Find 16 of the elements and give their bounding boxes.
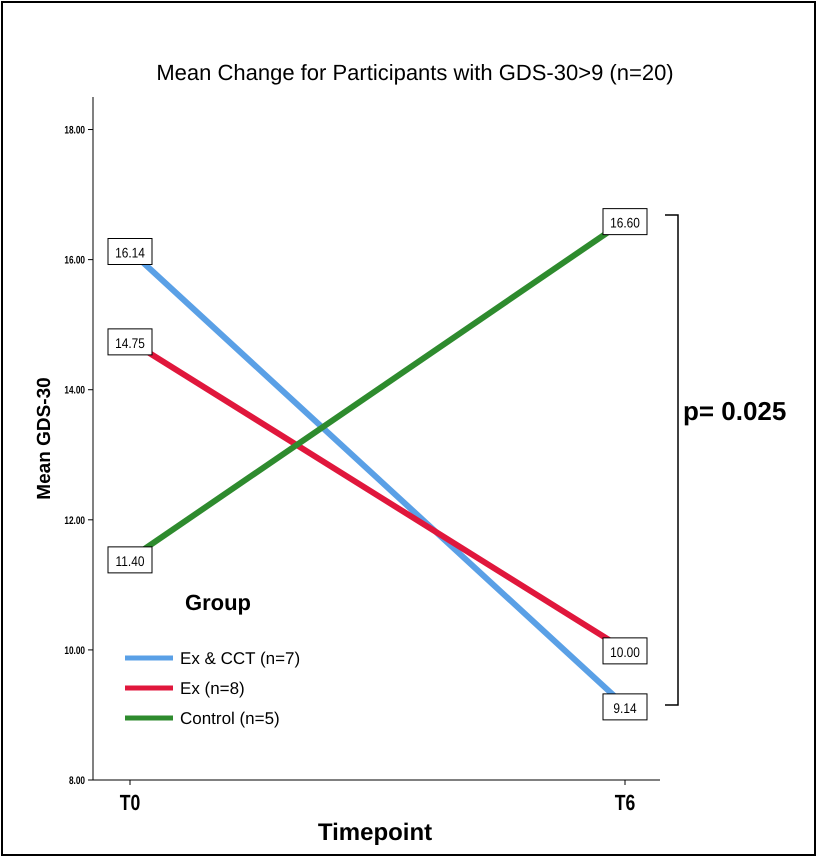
- annotation: p= 0.025: [683, 396, 786, 426]
- y-tick-label: 8.00: [68, 774, 85, 788]
- y-tick-label: 14.00: [64, 384, 85, 398]
- x-tick-label: T6: [614, 791, 636, 816]
- x-tick-label: T0: [120, 791, 140, 816]
- chart-title: Mean Change for Participants with GDS-30>9 (n=20): [156, 60, 674, 85]
- x-axis-title: Timepoint: [318, 819, 432, 846]
- legend-label: Control (n=5): [180, 709, 280, 728]
- legend-label: Ex & CCT (n=7): [180, 649, 300, 668]
- y-axis-title: Mean GDS-30: [34, 377, 55, 500]
- legend-label: Ex (n=8): [180, 679, 245, 698]
- y-tick-label: 18.00: [64, 124, 85, 137]
- y-tick-label: 10.00: [64, 644, 85, 658]
- y-tick-label: 12.00: [64, 514, 85, 528]
- y-tick-label: 16.00: [64, 254, 85, 268]
- legend-title: Group: [185, 590, 251, 615]
